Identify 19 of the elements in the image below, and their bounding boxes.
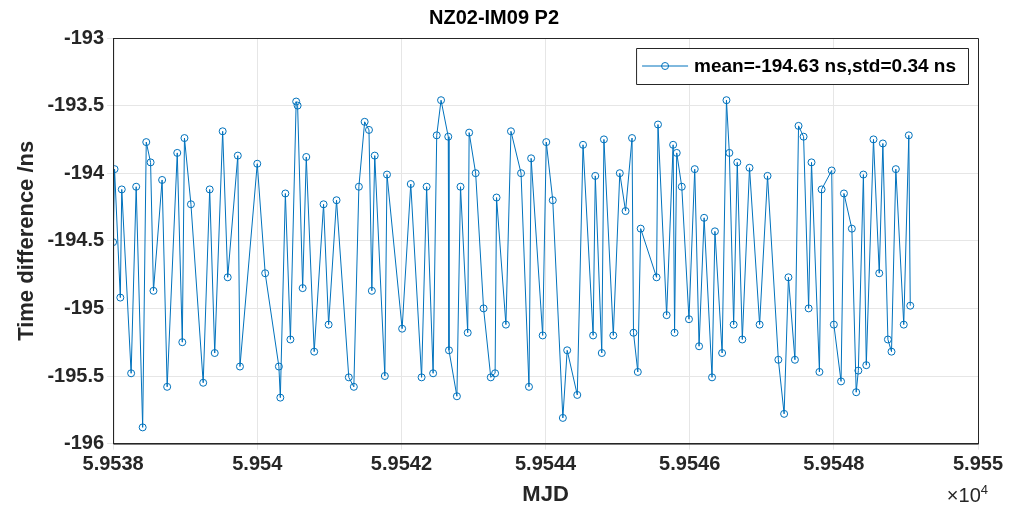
x-axis-title: MJD (522, 480, 569, 506)
chart-title: NZ02-IM09 P2 (428, 5, 560, 28)
x-tick-label: 5.9548 (803, 452, 865, 475)
y-tick-label: -194.5 (47, 228, 105, 251)
x-tick-label: 5.954 (232, 452, 284, 475)
x-tick-label: 5.9538 (82, 452, 144, 475)
y-tick-label: -196 (64, 431, 105, 454)
x-tick-label: 5.9546 (659, 452, 721, 475)
text: ×10$^{4}$ (946, 482, 988, 507)
y-tick-label: -195.5 (47, 363, 105, 386)
x-tick-label: 5.955 (952, 452, 1004, 475)
y-tick-label: -193 (64, 25, 105, 48)
y-tick-label: -195 (64, 295, 105, 318)
x-tick-label: 5.9544 (514, 452, 578, 475)
y-axis-title: Time difference /ns (13, 140, 39, 341)
y-tick-label: -194 (64, 160, 105, 183)
x-tick-label: 5.9542 (370, 452, 432, 475)
legend-label: mean=-194.63 ns,std=0.34 ns (694, 55, 957, 77)
y-tick-label: -193.5 (47, 93, 105, 116)
